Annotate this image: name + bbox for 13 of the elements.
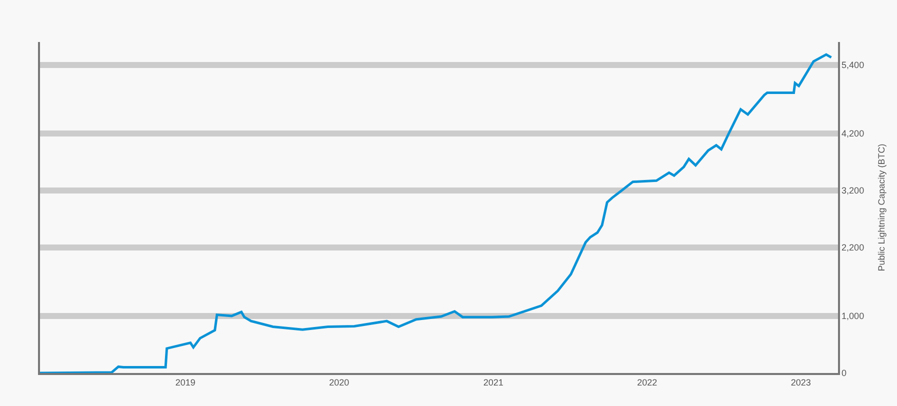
x-tick-label: 2019 (175, 378, 196, 388)
y-tick-label: 4,200 (842, 128, 864, 138)
y-tick-label: 2,200 (842, 242, 864, 253)
y-tick-label: 5,400 (842, 60, 864, 70)
x-tick-label: 2023 (790, 378, 811, 388)
y-tick-label: 0 (842, 368, 847, 378)
x-tick-label: 2022 (637, 378, 658, 388)
line-series (40, 53, 833, 373)
y-tick-label: 1,000 (842, 311, 864, 322)
y-axis-title: Public Lightning Capacity (BTC) (876, 144, 886, 272)
x-tick-label: 2020 (329, 378, 350, 388)
x-tick-label: 2021 (483, 378, 504, 388)
y-tick-label: 3,200 (842, 186, 864, 196)
